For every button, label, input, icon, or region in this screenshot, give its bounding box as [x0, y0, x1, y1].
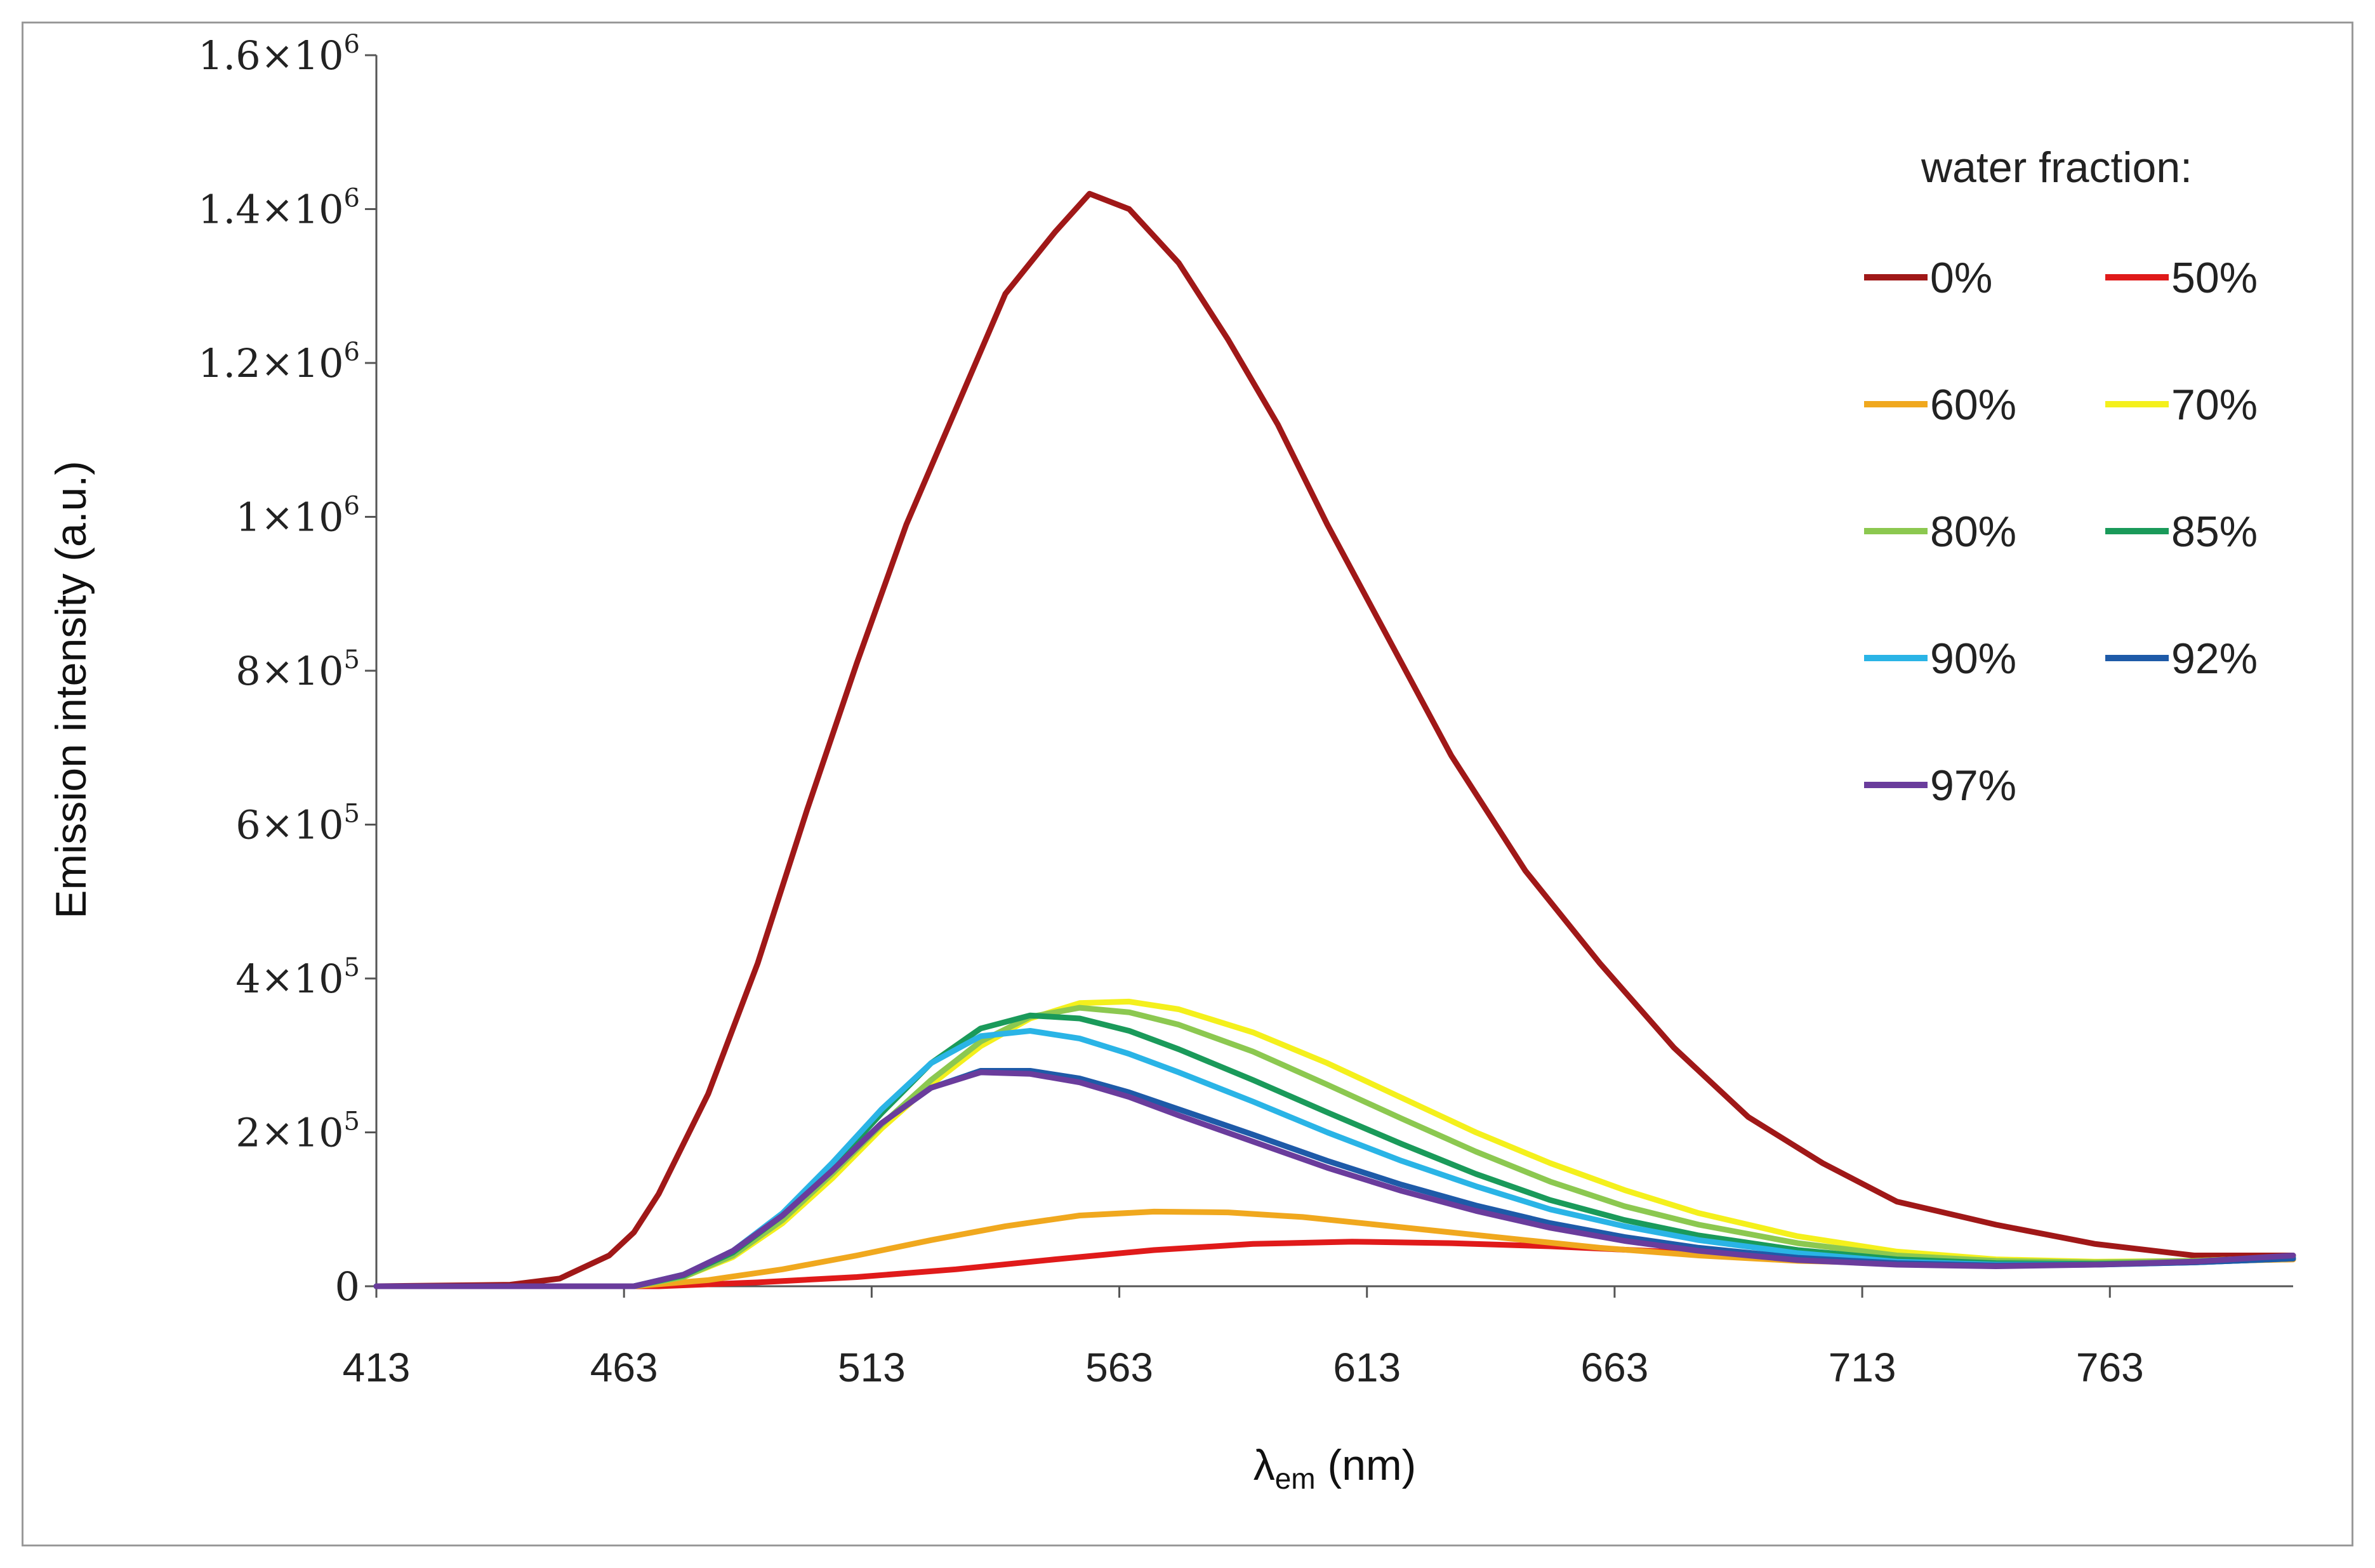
y-tick-label: 1.6×106 [198, 30, 360, 79]
y-tick-exponent: 5 [344, 800, 360, 829]
x-tick-label: 513 [838, 1345, 906, 1390]
y-tick-label: 1.4×106 [198, 184, 360, 233]
x-tick-label: 563 [1085, 1345, 1153, 1390]
y-tick-mantissa: 6×10 [235, 802, 343, 848]
series-line-85pct [373, 1012, 2296, 1289]
y-tick-exponent: 5 [344, 1107, 360, 1136]
y-tick-label: 2×105 [235, 1107, 360, 1156]
x-axis-title-subscript: em [1275, 1462, 1316, 1495]
y-tick-mantissa: 2×10 [235, 1110, 343, 1156]
y-tick-mantissa: 4×10 [235, 956, 343, 1002]
legend-label: 90% [1930, 635, 2016, 683]
legend-title: water fraction: [1921, 143, 2192, 192]
x-axis-title-symbol: λ [1254, 1441, 1275, 1489]
x-tick-label: 713 [1829, 1345, 1896, 1390]
y-tick-label: 4×105 [235, 953, 360, 1002]
chart-frame: 0 2×105 4×105 6×105 8×105 1×106 1.2×106 1.4×106… [22, 22, 2353, 1546]
y-tick-mantissa: 1.2×10 [198, 340, 343, 386]
x-axis-title-unit: (nm) [1316, 1441, 1417, 1489]
x-tick-label: 463 [590, 1345, 658, 1390]
y-tick-exponent: 6 [344, 30, 360, 59]
legend-label: 85% [2171, 508, 2258, 556]
y-axis-title: Emission intensity (a.u.) [47, 461, 95, 919]
y-tick-exponent: 6 [344, 492, 360, 521]
series-layer [373, 190, 2296, 1289]
y-tick-mantissa: 1.6×10 [198, 32, 343, 79]
y-tick-label: 1×106 [235, 492, 360, 541]
y-tick-mantissa: 1.4×10 [198, 187, 343, 233]
emission-chart: 02×1054×1056×1058×1051×1061.2×1061.4×106… [47, 30, 2296, 1495]
legend-label: 97% [1930, 761, 2016, 810]
y-tick-label: 1.2×106 [198, 338, 360, 386]
x-tick-label: 663 [1581, 1345, 1649, 1390]
y-axis-ticks: 02×1054×1056×1058×1051×1061.2×1061.4×106… [198, 30, 376, 1310]
y-tick-exponent: 6 [344, 184, 360, 213]
legend-label: 0% [1930, 254, 1992, 302]
series-line-0pct [373, 190, 2296, 1289]
series-line-60pct [373, 1208, 2296, 1289]
y-tick-mantissa: 1×10 [235, 494, 343, 541]
x-axis-ticks: 413 463 513 563 613 663 713 763 [343, 1286, 2144, 1390]
legend-label: 92% [2171, 635, 2258, 683]
y-tick-exponent: 5 [344, 953, 360, 982]
x-tick-label: 413 [343, 1345, 411, 1390]
y-tick-mantissa: 8×10 [235, 648, 343, 694]
series-line-97pct [373, 1069, 2296, 1289]
series-line-80pct [373, 1005, 2296, 1289]
y-tick-mantissa: 0 [335, 1263, 360, 1310]
legend-label: 50% [2171, 254, 2258, 302]
legend-label: 80% [1930, 508, 2016, 556]
y-tick-exponent: 5 [344, 645, 360, 675]
y-tick-label: 0 [335, 1263, 360, 1310]
legend-label: 70% [2171, 381, 2258, 429]
legend-label: 60% [1930, 381, 2016, 429]
y-tick-exponent: 6 [344, 338, 360, 367]
y-tick-label: 6×105 [235, 800, 360, 848]
legend: 0% 50% 60% 70% 80% 85% 90% 92% 97% [1864, 254, 2258, 810]
x-tick-label: 763 [2076, 1345, 2144, 1390]
x-tick-label: 613 [1333, 1345, 1401, 1390]
y-tick-label: 8×105 [235, 645, 360, 694]
x-axis-title: λem (nm) [1254, 1441, 1417, 1495]
